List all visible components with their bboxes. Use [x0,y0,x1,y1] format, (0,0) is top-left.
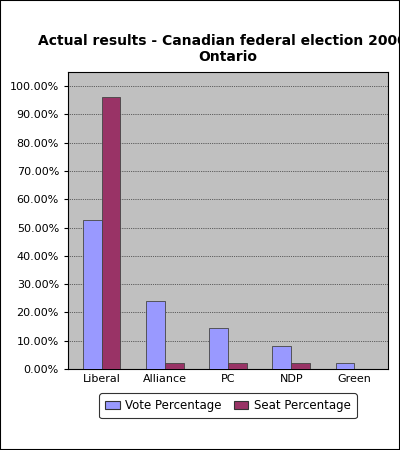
Bar [291,364,310,369]
Title: Actual results - Canadian federal election 2000 -
Ontario: Actual results - Canadian federal electi… [38,34,400,64]
Legend: Vote Percentage, Seat Percentage: Vote Percentage, Seat Percentage [100,393,356,418]
Bar [82,220,102,369]
Bar [209,328,228,369]
Bar [228,364,247,369]
Bar [272,346,291,369]
Bar [146,302,165,369]
Bar [102,97,120,369]
Bar [165,364,184,369]
Bar [336,363,354,369]
